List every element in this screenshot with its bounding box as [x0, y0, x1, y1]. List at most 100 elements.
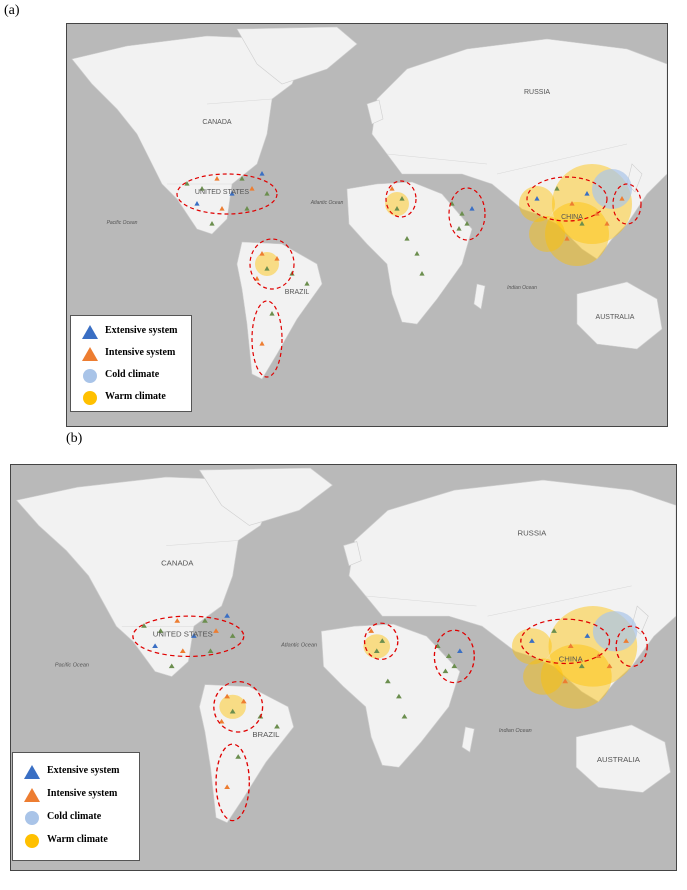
mixed-system-marker — [264, 191, 270, 196]
legend-b-extensive-label: Extensive system — [47, 765, 120, 776]
border-line — [166, 540, 239, 546]
border-line — [386, 153, 488, 165]
cold-circle-icon — [83, 369, 97, 383]
mixed-system-marker — [229, 633, 236, 638]
hotspot-outline — [213, 681, 264, 733]
ocean-label-indian: Indian Ocean — [507, 285, 537, 291]
intensive-system-marker — [224, 693, 231, 699]
hotspot-outline — [612, 183, 642, 225]
landmass-greenland — [198, 467, 333, 526]
intensive-system-marker — [594, 211, 600, 216]
legend-b-cold: Cold climate — [13, 809, 139, 827]
cold-climate-zone — [592, 169, 632, 209]
mixed-system-marker — [264, 266, 270, 271]
intensive-system-marker — [224, 784, 231, 789]
legend-b: Extensive system Intensive system Cold c… — [12, 752, 140, 861]
warm-climate-zone — [385, 192, 409, 216]
mixed-system-marker — [401, 713, 408, 719]
mixed-system-marker — [199, 186, 205, 191]
mixed-system-marker — [244, 206, 250, 211]
country-label-australia: AUSTRALIA — [597, 756, 640, 765]
cold-circle-icon — [25, 811, 39, 825]
intensive-system-marker — [623, 638, 630, 643]
intensive-system-marker — [569, 201, 575, 206]
mixed-system-marker — [451, 663, 458, 669]
intensive-system-marker — [595, 653, 602, 659]
intensive-system-marker — [606, 663, 613, 669]
hotspot-outline — [251, 300, 283, 378]
mixed-system-marker — [229, 708, 236, 714]
legend-b-extensive: Extensive system — [13, 763, 139, 781]
mixed-system-marker — [235, 754, 242, 759]
map-panel-b: CANADA UNITED STATES BRAZIL RUSSIA CHINA AUST… — [10, 464, 677, 871]
hotspot-outline — [448, 187, 486, 241]
ocean-label-atlantic: Atlantic Ocean — [310, 200, 344, 206]
ocean-label-atlantic: Atlantic Ocean — [280, 643, 317, 649]
landmass-south-america — [236, 241, 323, 380]
country-label-brazil: BRAZIL — [285, 289, 310, 296]
legend-b-cold-label: Cold climate — [47, 811, 102, 822]
warm-climate-zone — [519, 186, 555, 222]
border-line — [487, 585, 632, 617]
hotspot-outline — [249, 238, 295, 290]
ocean-label-pacific: Pacific Ocean — [107, 220, 138, 226]
country-label-canada: CANADA — [202, 119, 232, 126]
legend-a: Extensive system Intensive system Cold c… — [70, 315, 192, 412]
country-label-russia: RUSSIA — [524, 89, 550, 96]
extensive-system-marker — [229, 191, 235, 196]
extensive-triangle-icon — [24, 765, 40, 779]
warm-climate-zone — [529, 216, 565, 252]
mixed-system-marker — [459, 211, 465, 216]
country-label-russia: RUSSIA — [517, 529, 546, 538]
hotspot-outline — [132, 615, 245, 658]
legend-a-extensive: Extensive system — [71, 323, 191, 341]
intensive-triangle-icon — [24, 788, 40, 802]
mixed-system-marker — [396, 693, 402, 699]
intensive-system-marker — [259, 251, 265, 256]
intensive-triangle-icon — [82, 347, 98, 361]
legend-b-intensive: Intensive system — [13, 786, 139, 804]
mixed-system-marker — [399, 196, 405, 201]
landmass-africa — [320, 623, 461, 768]
legend-b-warm: Warm climate — [13, 832, 139, 850]
country-label-china: CHINA — [559, 655, 583, 664]
mixed-system-marker — [207, 648, 214, 653]
intensive-system-marker — [219, 206, 225, 211]
mixed-system-marker — [304, 281, 310, 286]
mixed-system-marker — [202, 618, 208, 623]
legend-a-intensive-label: Intensive system — [105, 347, 176, 358]
extensive-system-marker — [190, 633, 197, 638]
intensive-system-marker — [567, 643, 574, 648]
landmass-eurasia — [371, 38, 667, 260]
country-label-china: CHINA — [561, 214, 583, 221]
hotspot-outline — [526, 176, 608, 222]
landmass-australia — [576, 281, 663, 350]
warm-climate-zone — [545, 202, 609, 266]
mixed-system-marker — [373, 648, 380, 653]
hotspot-outline — [176, 173, 278, 215]
mixed-system-marker — [209, 221, 215, 226]
panel-a-label: (a) — [4, 3, 20, 18]
legend-a-extensive-label: Extensive system — [105, 325, 178, 336]
mixed-system-marker — [442, 668, 449, 674]
extensive-system-marker — [152, 643, 158, 648]
mixed-system-marker — [239, 176, 245, 181]
mixed-system-marker — [384, 678, 391, 684]
extensive-system-marker — [584, 191, 590, 196]
mixed-system-marker — [456, 226, 462, 231]
extensive-system-marker — [194, 201, 200, 206]
extensive-system-marker — [259, 171, 265, 176]
extensive-system-marker — [469, 206, 475, 211]
intensive-system-marker — [368, 628, 375, 633]
extensive-system-marker — [529, 638, 535, 643]
legend-a-cold-label: Cold climate — [105, 369, 160, 380]
mixed-system-marker — [157, 628, 164, 633]
mixed-system-marker — [551, 628, 557, 633]
extensive-system-marker — [584, 633, 591, 638]
legend-a-warm-label: Warm climate — [105, 391, 166, 402]
mixed-system-marker — [379, 638, 386, 643]
landmass-uk — [343, 541, 362, 567]
warm-climate-zone — [523, 658, 563, 695]
warm-climate-zone — [255, 252, 279, 276]
landmass-australia — [575, 724, 671, 793]
